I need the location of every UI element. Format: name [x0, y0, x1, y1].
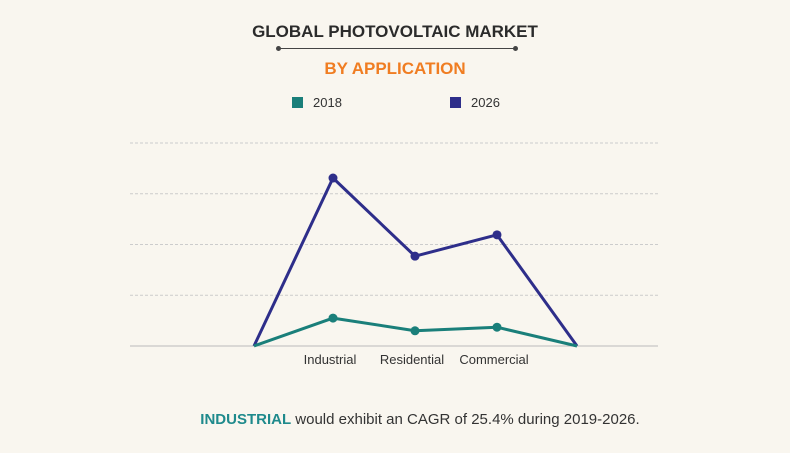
x-tick-label: Commercial	[459, 352, 528, 367]
title-divider	[276, 46, 518, 51]
footer-note: INDUSTRIAL would exhibit an CAGR of 25.4…	[0, 411, 790, 428]
series-line-2026	[252, 176, 579, 347]
chart-subtitle: BY APPLICATION	[324, 59, 466, 78]
data-point-2018	[328, 313, 338, 323]
footer-text: would exhibit an CAGR of 25.4% during 20…	[291, 411, 640, 428]
x-tick-label: Industrial	[304, 352, 357, 367]
legend-item-2018: 2018	[292, 95, 342, 110]
x-tick-label: Residential	[380, 352, 444, 367]
legend-item-2026: 2026	[450, 95, 500, 110]
data-point-2026	[410, 251, 420, 261]
legend-label: 2018	[313, 95, 342, 110]
footer-highlight: INDUSTRIAL	[200, 411, 292, 428]
data-point-2018	[410, 326, 420, 336]
data-point-2026	[328, 173, 338, 183]
chart-title: GLOBAL PHOTOVOLTAIC MARKET	[252, 22, 538, 41]
legend-swatch	[292, 97, 303, 108]
legend-swatch	[450, 97, 461, 108]
data-point-2018	[492, 322, 502, 332]
data-point-2026	[492, 230, 502, 240]
legend-label: 2026	[471, 95, 500, 110]
